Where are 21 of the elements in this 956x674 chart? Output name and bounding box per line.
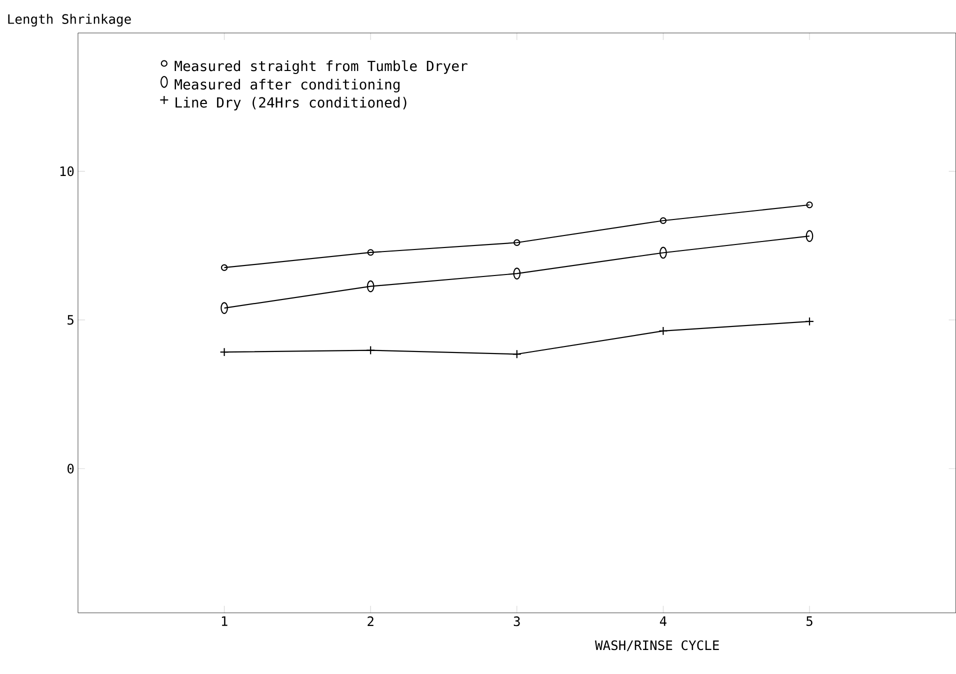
- x-tick-label: 5: [806, 616, 812, 626]
- point: [512, 350, 522, 359]
- point: [367, 249, 374, 256]
- x-tick-label: 2: [368, 616, 374, 626]
- legend-label: Measured straight from Tumble Dryer: [174, 60, 468, 74]
- point: [514, 239, 520, 246]
- point: [658, 326, 668, 336]
- y-tick-label: 10: [60, 166, 74, 176]
- x-tick-label: 4: [660, 616, 666, 626]
- y-tick-label: 5: [68, 315, 74, 325]
- point: [220, 348, 229, 357]
- point: [804, 316, 814, 326]
- x-tick-label: 1: [222, 616, 228, 626]
- x-tick-label: 3: [514, 616, 520, 626]
- y-tick-label: 0: [68, 464, 74, 474]
- point: [366, 346, 376, 355]
- point: [660, 217, 667, 224]
- x-axis-title: WASH/RINSE CYCLE: [594, 640, 719, 652]
- legend-label: Measured after conditioning: [174, 78, 400, 92]
- y-axis-title: Length Shrinkage: [8, 14, 131, 27]
- legend-label: Line Dry (24Hrs conditioned): [176, 96, 406, 110]
